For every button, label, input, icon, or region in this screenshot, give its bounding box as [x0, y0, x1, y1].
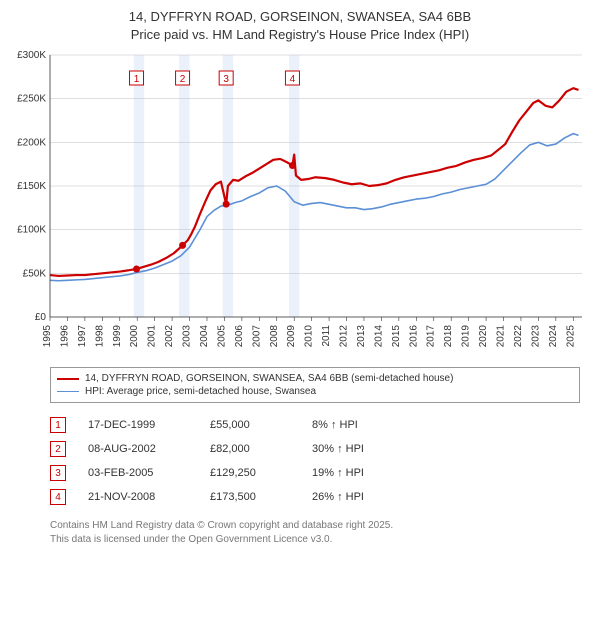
event-row: 3 03-FEB-2005 £129,250 19% ↑ HPI: [50, 461, 580, 485]
svg-text:£100K: £100K: [17, 225, 46, 236]
svg-text:2015: 2015: [391, 325, 402, 348]
svg-text:2012: 2012: [339, 325, 350, 348]
event-price: £129,250: [210, 467, 290, 479]
svg-text:1995: 1995: [42, 325, 53, 348]
svg-text:2011: 2011: [321, 325, 332, 347]
event-date: 17-DEC-1999: [88, 419, 188, 431]
svg-text:2006: 2006: [234, 325, 245, 348]
svg-text:£150K: £150K: [17, 181, 46, 192]
svg-text:£250K: £250K: [17, 94, 46, 105]
svg-text:2010: 2010: [304, 325, 315, 348]
svg-text:1997: 1997: [77, 325, 88, 348]
legend-item: HPI: Average price, semi-detached house,…: [57, 385, 573, 398]
event-price: £55,000: [210, 419, 290, 431]
svg-text:1996: 1996: [59, 325, 70, 348]
svg-text:2024: 2024: [548, 325, 559, 348]
svg-text:2009: 2009: [286, 325, 297, 348]
event-price: £82,000: [210, 443, 290, 455]
event-date: 03-FEB-2005: [88, 467, 188, 479]
svg-text:2: 2: [180, 74, 186, 85]
svg-text:£0: £0: [35, 312, 47, 323]
legend-swatch: [57, 391, 79, 392]
event-date: 08-AUG-2002: [88, 443, 188, 455]
price-chart: £0 £50K £100K £150K £200K £250K £300K 1995 1996 1…: [8, 49, 592, 359]
svg-text:2016: 2016: [408, 325, 419, 348]
event-marker: 2: [50, 441, 66, 457]
svg-text:2004: 2004: [199, 325, 210, 348]
event-marker: 1: [50, 417, 66, 433]
legend-label: HPI: Average price, semi-detached house,…: [85, 386, 316, 397]
svg-text:2022: 2022: [513, 325, 524, 348]
event-percent: 26% ↑ HPI: [312, 491, 412, 503]
events-table: 1 17-DEC-1999 £55,000 8% ↑ HPI 2 08-AUG-2002 £…: [50, 413, 580, 509]
svg-text:£300K: £300K: [17, 50, 46, 61]
event-row: 1 17-DEC-1999 £55,000 8% ↑ HPI: [50, 413, 580, 437]
title-line1: 14, DYFFRYN ROAD, GORSEINON, SWANSEA, SA…: [129, 9, 471, 24]
svg-text:2020: 2020: [478, 325, 489, 348]
svg-text:2014: 2014: [373, 325, 384, 348]
title-line2: Price paid vs. HM Land Registry's House …: [131, 27, 469, 42]
event-row: 2 08-AUG-2002 £82,000 30% ↑ HPI: [50, 437, 580, 461]
svg-text:2001: 2001: [147, 325, 158, 348]
svg-text:1998: 1998: [94, 325, 105, 348]
event-date: 21-NOV-2008: [88, 491, 188, 503]
svg-text:2005: 2005: [216, 325, 227, 348]
svg-text:2008: 2008: [269, 325, 280, 348]
svg-text:2025: 2025: [565, 325, 576, 348]
svg-text:2021: 2021: [496, 325, 507, 348]
svg-text:3: 3: [223, 74, 229, 85]
event-marker: 3: [50, 465, 66, 481]
svg-text:£200K: £200K: [17, 137, 46, 148]
event-row: 4 21-NOV-2008 £173,500 26% ↑ HPI: [50, 485, 580, 509]
svg-text:2017: 2017: [426, 325, 437, 348]
svg-text:£50K: £50K: [23, 268, 47, 279]
svg-text:2003: 2003: [182, 325, 193, 348]
svg-text:2019: 2019: [461, 325, 472, 348]
svg-text:2013: 2013: [356, 325, 367, 348]
event-percent: 30% ↑ HPI: [312, 443, 412, 455]
svg-text:2007: 2007: [251, 325, 262, 348]
svg-text:1999: 1999: [112, 325, 123, 348]
legend: 14, DYFFRYN ROAD, GORSEINON, SWANSEA, SA…: [50, 367, 580, 403]
svg-text:4: 4: [290, 74, 296, 85]
event-percent: 19% ↑ HPI: [312, 467, 412, 479]
legend-swatch: [57, 378, 79, 380]
footer-attribution: Contains HM Land Registry data © Crown c…: [50, 519, 580, 546]
event-price: £173,500: [210, 491, 290, 503]
footer-line1: Contains HM Land Registry data © Crown c…: [50, 520, 393, 531]
footer-line2: This data is licensed under the Open Gov…: [50, 534, 332, 545]
svg-text:2000: 2000: [129, 325, 140, 348]
event-marker: 4: [50, 489, 66, 505]
svg-text:2002: 2002: [164, 325, 175, 348]
chart-title: 14, DYFFRYN ROAD, GORSEINON, SWANSEA, SA…: [8, 8, 592, 43]
svg-text:2023: 2023: [530, 325, 541, 348]
legend-item: 14, DYFFRYN ROAD, GORSEINON, SWANSEA, SA…: [57, 372, 573, 385]
legend-label: 14, DYFFRYN ROAD, GORSEINON, SWANSEA, SA…: [85, 373, 453, 384]
svg-text:2018: 2018: [443, 325, 454, 348]
svg-text:1: 1: [134, 74, 140, 85]
event-percent: 8% ↑ HPI: [312, 419, 412, 431]
